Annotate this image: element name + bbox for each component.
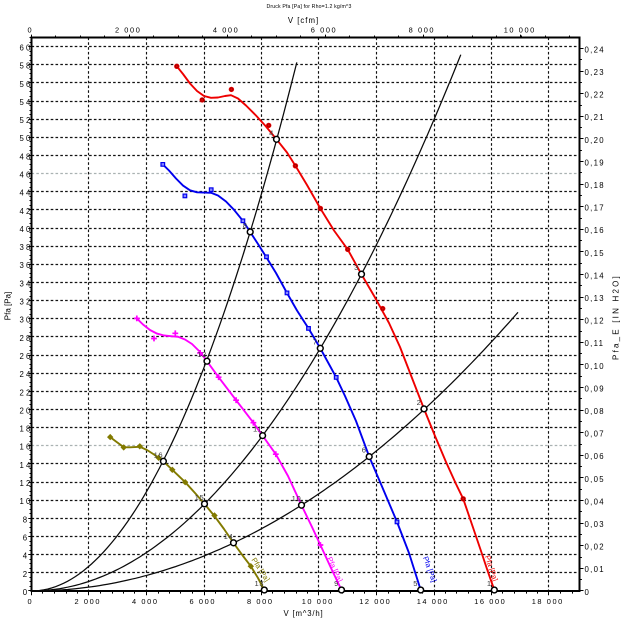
svg-text:24: 24 [19, 370, 32, 379]
svg-text:32: 32 [19, 298, 32, 307]
svg-text:10: 10 [292, 494, 302, 503]
svg-text:0,23: 0,23 [585, 68, 605, 77]
svg-text:0,16: 0,16 [585, 226, 605, 235]
svg-text:6: 6 [23, 534, 30, 543]
svg-text:2 000: 2 000 [75, 597, 102, 606]
svg-text:0,19: 0,19 [585, 158, 605, 167]
svg-text:18 000: 18 000 [532, 597, 564, 606]
svg-text:10 000: 10 000 [504, 25, 536, 34]
svg-text:0,06: 0,06 [585, 452, 605, 461]
svg-text:9: 9 [334, 579, 339, 588]
svg-text:6 000: 6 000 [311, 25, 338, 34]
svg-text:12: 12 [197, 350, 207, 359]
svg-text:0,11: 0,11 [585, 339, 605, 348]
svg-text:34: 34 [19, 279, 32, 288]
svg-text:4: 4 [23, 552, 30, 561]
svg-text:36: 36 [19, 261, 32, 270]
svg-text:0: 0 [23, 588, 30, 597]
svg-text:0: 0 [27, 597, 33, 606]
svg-text:0,05: 0,05 [585, 475, 605, 484]
svg-text:0,07: 0,07 [585, 430, 605, 439]
svg-text:0,22: 0,22 [585, 91, 605, 100]
svg-text:15: 15 [195, 493, 205, 502]
svg-text:3: 3 [354, 263, 359, 272]
svg-text:0,04: 0,04 [585, 497, 605, 506]
svg-text:0,03: 0,03 [585, 520, 605, 529]
svg-text:4: 4 [269, 128, 274, 137]
svg-text:2: 2 [23, 570, 30, 579]
svg-text:8 000: 8 000 [247, 597, 274, 606]
svg-text:0,10: 0,10 [585, 362, 605, 371]
svg-text:V [m^3/h]: V [m^3/h] [284, 609, 324, 618]
svg-text:0,01: 0,01 [585, 565, 605, 574]
svg-text:28: 28 [19, 334, 32, 343]
svg-text:14: 14 [224, 532, 234, 541]
svg-text:0,02: 0,02 [585, 543, 605, 552]
svg-text:0,08: 0,08 [585, 407, 605, 416]
svg-text:38: 38 [19, 243, 32, 252]
svg-text:20: 20 [19, 406, 32, 415]
svg-text:0,18: 0,18 [585, 181, 605, 190]
svg-text:14 000: 14 000 [417, 597, 449, 606]
svg-text:16: 16 [154, 450, 164, 459]
svg-text:Pfa_E [IN H2O]: Pfa_E [IN H2O] [612, 274, 621, 360]
svg-text:6: 6 [362, 446, 367, 455]
svg-text:30: 30 [19, 316, 32, 325]
svg-text:0,09: 0,09 [585, 384, 605, 393]
svg-text:V [cfm]: V [cfm] [288, 16, 319, 25]
svg-text:11: 11 [253, 425, 262, 434]
svg-text:0: 0 [585, 588, 591, 597]
svg-text:8: 8 [243, 221, 248, 230]
svg-text:0,21: 0,21 [585, 113, 605, 122]
svg-text:0,15: 0,15 [585, 249, 605, 258]
svg-text:42: 42 [19, 207, 32, 216]
svg-text:7: 7 [313, 337, 318, 346]
svg-text:0,20: 0,20 [585, 136, 605, 145]
svg-text:18: 18 [19, 425, 32, 434]
svg-text:22: 22 [19, 388, 32, 397]
svg-text:46: 46 [19, 171, 32, 180]
svg-text:44: 44 [19, 189, 32, 198]
svg-text:40: 40 [19, 225, 32, 234]
svg-text:Pfa [Pa]: Pfa [Pa] [4, 292, 13, 320]
svg-text:4 000: 4 000 [132, 597, 159, 606]
svg-text:14: 14 [19, 461, 32, 470]
svg-text:12: 12 [19, 479, 32, 488]
svg-text:26: 26 [19, 352, 32, 361]
svg-text:56: 56 [19, 80, 32, 89]
svg-text:60: 60 [19, 44, 32, 53]
svg-text:0: 0 [27, 25, 33, 34]
svg-text:58: 58 [19, 62, 32, 71]
svg-text:0,24: 0,24 [585, 45, 605, 54]
svg-text:8 000: 8 000 [409, 25, 436, 34]
svg-text:48: 48 [19, 152, 32, 161]
svg-text:50: 50 [19, 134, 32, 143]
svg-text:1: 1 [487, 579, 492, 588]
svg-text:5: 5 [413, 579, 418, 588]
svg-text:16 000: 16 000 [474, 597, 506, 606]
svg-text:13: 13 [254, 579, 264, 588]
svg-text:4 000: 4 000 [213, 25, 240, 34]
svg-text:0,14: 0,14 [585, 271, 605, 280]
svg-text:0,12: 0,12 [585, 317, 605, 326]
svg-text:6 000: 6 000 [190, 597, 217, 606]
svg-text:Druck Pfa [Pa] for Rho=1.2 kg/: Druck Pfa [Pa] for Rho=1.2 kg/m^3 [266, 4, 351, 10]
svg-text:2 000: 2 000 [115, 25, 142, 34]
svg-text:54: 54 [19, 98, 32, 107]
svg-text:12 000: 12 000 [359, 597, 391, 606]
svg-text:52: 52 [19, 116, 32, 125]
svg-text:2: 2 [417, 398, 422, 407]
svg-text:0,17: 0,17 [585, 204, 605, 213]
svg-text:16: 16 [19, 443, 32, 452]
svg-text:10 000: 10 000 [302, 597, 334, 606]
svg-text:8: 8 [23, 515, 30, 524]
svg-text:0,13: 0,13 [585, 294, 605, 303]
svg-text:10: 10 [19, 497, 32, 506]
